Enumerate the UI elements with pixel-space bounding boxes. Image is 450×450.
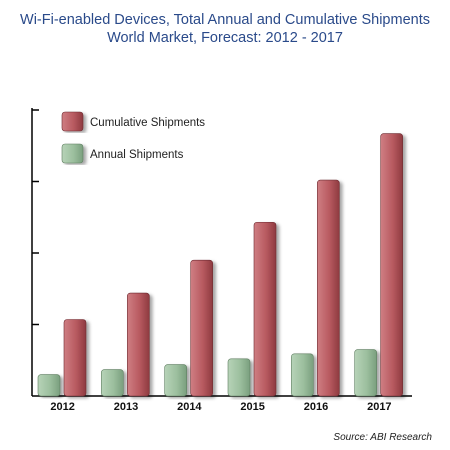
x-tick-label-2013: 2013 (114, 401, 138, 413)
bar-cumulative-2015 (253, 221, 277, 397)
bar-annual-2012 (37, 374, 61, 397)
chart-subtitle: World Market, Forecast: 2012 - 2017 (107, 30, 343, 46)
x-tick-label-2012: 2012 (50, 401, 74, 413)
source-note: Source: ABI Research (333, 432, 432, 443)
bar-cumulative-2012 (63, 319, 87, 397)
bar-annual-2016 (291, 353, 314, 397)
bar-annual-2017 (354, 349, 377, 397)
legend-label-annual: Annual Shipments (90, 149, 184, 161)
x-tick-label-2016: 2016 (304, 401, 328, 413)
x-tick-label-2014: 2014 (177, 401, 202, 413)
x-tick-label-2015: 2015 (240, 401, 264, 413)
chart-title: Wi-Fi-enabled Devices, Total Annual and … (20, 12, 430, 28)
bar-cumulative-2017 (380, 133, 403, 397)
bar-cumulative-2014 (190, 259, 213, 397)
legend-swatch-annual (61, 143, 84, 164)
bar-annual-2014 (164, 364, 187, 397)
bar-annual-2013 (101, 369, 124, 397)
bar-cumulative-2016 (317, 179, 340, 397)
legend-label-cumulative: Cumulative Shipments (90, 117, 205, 129)
bar-cumulative-2013 (127, 292, 150, 397)
legend-swatch-cumulative (61, 111, 84, 132)
x-tick-label-2017: 2017 (367, 401, 391, 413)
bar-annual-2015 (227, 358, 251, 397)
